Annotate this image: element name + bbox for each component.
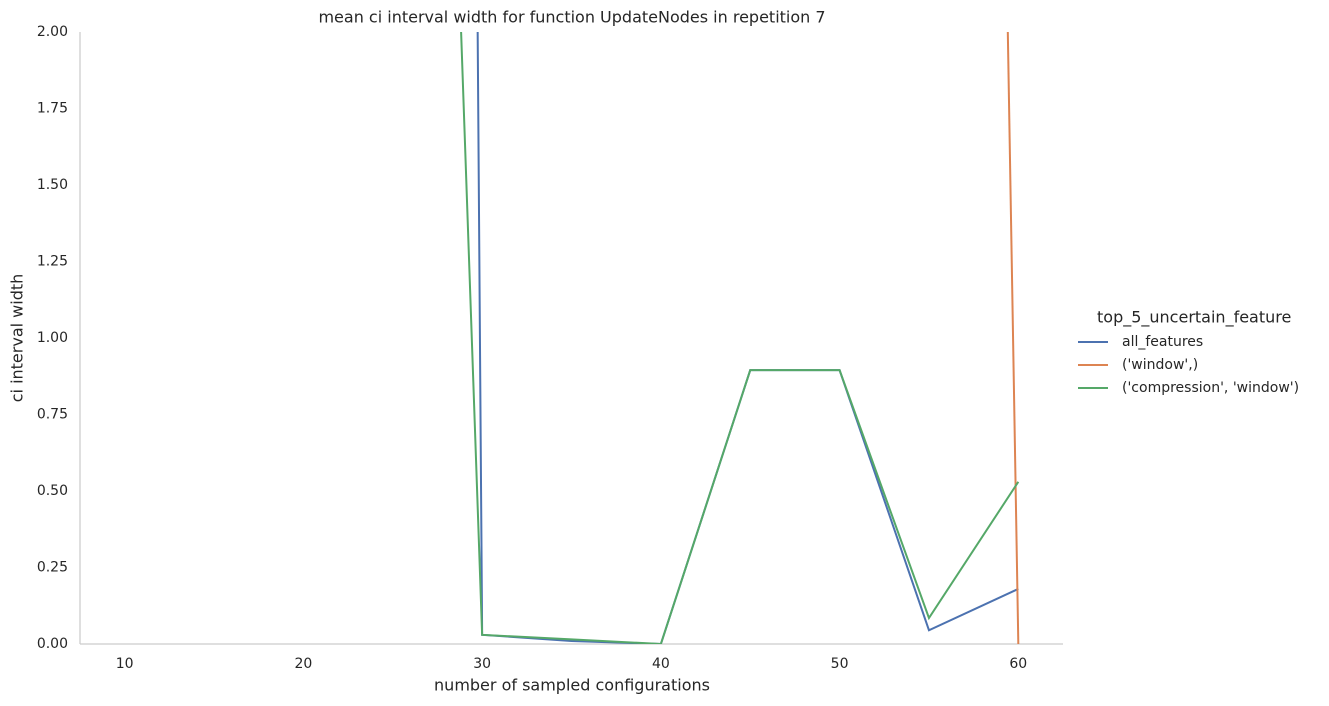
- x-tick-label: 50: [831, 656, 849, 672]
- legend-label: all_features: [1122, 334, 1203, 350]
- legend-label: ('compression', 'window'): [1122, 380, 1299, 396]
- x-axis-label: number of sampled configurations: [434, 676, 710, 695]
- x-tick-label: 30: [473, 656, 491, 672]
- chart-title: mean ci interval width for function Upda…: [318, 8, 825, 27]
- y-axis-label: ci interval width: [8, 274, 27, 403]
- legend-title: top_5_uncertain_feature: [1097, 308, 1291, 328]
- y-tick-label: 0.50: [37, 483, 68, 499]
- data-line: [476, 32, 1019, 644]
- x-tick-label: 20: [294, 656, 312, 672]
- x-tick-label: 10: [116, 656, 134, 672]
- y-tick-label: 1.00: [37, 330, 68, 346]
- data-line: [460, 32, 1020, 644]
- y-tick-label: 0.75: [37, 407, 68, 423]
- x-tick-label: 60: [1009, 656, 1027, 672]
- y-tick-label: 1.75: [37, 101, 68, 117]
- plot-area: [460, 32, 1020, 644]
- legend-label: ('window',): [1122, 357, 1198, 373]
- x-tick-label: 40: [652, 656, 670, 672]
- data-line: [1006, 32, 1020, 644]
- y-tick-label: 0.00: [37, 636, 68, 652]
- y-tick-label: 2.00: [37, 24, 68, 40]
- y-tick-label: 0.25: [37, 560, 68, 576]
- y-tick-label: 1.50: [37, 177, 68, 193]
- y-tick-label: 1.25: [37, 254, 68, 270]
